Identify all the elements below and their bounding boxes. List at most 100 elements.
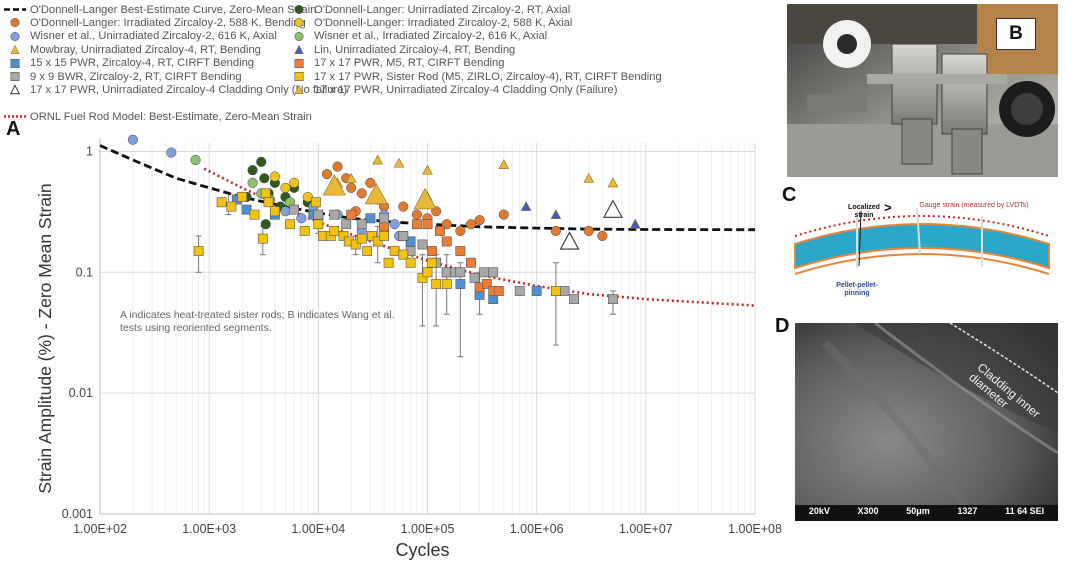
legend-label: Wisner et al., Irradiated Zircaloy-2, 61… — [314, 30, 548, 43]
data-point — [313, 219, 324, 230]
legend-item: Lin, Unirradiated Zircaloy-4, RT, Bendin… — [288, 43, 515, 56]
data-point — [597, 230, 608, 241]
data-point — [441, 267, 452, 278]
data-point — [498, 159, 510, 169]
data-point — [338, 231, 349, 241]
data-point — [332, 161, 343, 172]
data-point — [367, 231, 377, 241]
sem-micrograph-art — [795, 323, 1058, 521]
data-point — [313, 209, 324, 220]
sem-voltage: 20kV — [808, 506, 830, 516]
data-point — [474, 215, 485, 226]
legend-marker-icon — [4, 70, 26, 83]
data-point — [329, 209, 340, 220]
data-point — [289, 204, 300, 215]
data-point — [345, 172, 357, 183]
data-point — [559, 286, 570, 296]
x-tick-label: 1.00E+05 — [401, 522, 455, 536]
x-tick-label: 1.00E+04 — [291, 522, 345, 536]
legend-marker-icon — [288, 16, 310, 29]
data-point — [269, 206, 280, 217]
data-point — [455, 225, 466, 236]
plot-area — [99, 138, 756, 515]
legend-item: O'Donnell-Langer: Irradiated Zircaloy-2,… — [4, 16, 306, 29]
data-point — [629, 218, 641, 229]
data-point — [455, 246, 466, 256]
data-point — [285, 219, 295, 230]
data-point — [583, 225, 594, 236]
legend-label: ORNL Fuel Rod Model: Best-Estimate, Zero… — [30, 110, 312, 123]
data-point — [488, 267, 499, 278]
data-point — [362, 246, 373, 256]
series-9 — [289, 204, 618, 305]
legend-item: 17 x 17 PWR, M5, RT, CIRFT Bending — [288, 57, 504, 70]
legend-label: O'Donnell-Langer: Unirradiated Zircaloy-… — [314, 3, 571, 16]
x-axis-label: Cycles — [395, 540, 449, 560]
data-point — [216, 197, 227, 208]
data-point — [569, 294, 579, 305]
data-point — [422, 164, 433, 175]
data-point — [608, 294, 618, 305]
data-point — [559, 231, 580, 250]
data-point — [514, 286, 525, 296]
data-point — [257, 233, 268, 244]
data-point — [299, 226, 310, 236]
data-point — [427, 246, 437, 256]
localized-strain-label: Localized strain — [848, 204, 880, 219]
test-rig-photo: B — [787, 4, 1058, 177]
data-point — [259, 173, 270, 184]
data-point — [393, 157, 405, 168]
data-point — [398, 249, 409, 260]
data-point — [269, 171, 280, 182]
data-point — [417, 239, 428, 250]
data-point — [321, 169, 333, 180]
data-point — [435, 226, 445, 236]
data-point — [405, 257, 416, 268]
data-point — [356, 188, 367, 199]
legend-item: Mowbray, Unirradiated Zircaloy-4, RT, Be… — [4, 43, 261, 56]
data-point — [469, 272, 480, 283]
legend-item: Wisner et al., Irradiated Zircaloy-2, 61… — [288, 30, 547, 43]
data-point — [466, 257, 476, 268]
data-point — [498, 209, 509, 220]
sem-id: 1327 — [957, 506, 978, 516]
x-tick-label: 1.00E+02 — [73, 522, 127, 536]
data-point — [379, 231, 389, 241]
legend-label: Mowbray, Unirradiated Zircaloy-4, RT, Be… — [30, 43, 261, 56]
legend-label: Lin, Unirradiated Zircaloy-4, RT, Bendin… — [314, 43, 516, 56]
legend-label: Wisner et al., Unirradiated Zircaloy-2, … — [30, 30, 277, 43]
data-point — [322, 174, 346, 196]
y-tick-label: 0.01 — [69, 386, 93, 400]
data-point — [256, 156, 267, 167]
data-point — [329, 226, 340, 236]
data-point — [479, 267, 490, 278]
data-point — [365, 177, 376, 188]
legend-marker-icon — [288, 3, 310, 16]
panel-label-c: C — [782, 184, 797, 206]
legend-marker-icon — [288, 57, 310, 70]
legend-item: O'Donnell-Langer: Irradiated Zircaloy-2,… — [288, 16, 572, 29]
data-point — [350, 239, 361, 250]
legend-marker-icon — [288, 30, 310, 43]
data-point — [422, 267, 433, 278]
legend: O'Donnell-Langer Best-Estimate Curve, Ze… — [0, 0, 780, 123]
series-2 — [269, 171, 313, 203]
legend-marker-icon — [288, 83, 310, 96]
annotation-line-2: tests using reoriented segments. — [120, 322, 272, 334]
data-point — [481, 279, 492, 289]
series-6 — [520, 201, 641, 229]
legend-item: 17 x 17 PWR, Sister Rod (M5, ZIRLO, Zirc… — [288, 70, 662, 83]
data-point — [405, 236, 416, 247]
data-point — [550, 286, 561, 296]
legend-marker-icon — [4, 30, 26, 43]
data-point — [422, 219, 433, 230]
data-point — [237, 192, 247, 202]
data-point — [263, 197, 274, 208]
data-point — [411, 209, 422, 220]
sem-micrograph: Cladding inner diameter 20kV X300 50μm 1… — [795, 323, 1058, 521]
pellet-pinning-label: Pellet-pellet-pinning — [836, 282, 878, 297]
data-point — [603, 199, 623, 218]
data-point — [372, 236, 383, 247]
legend-label: O'Donnell-Langer: Irradiated Zircaloy-2,… — [314, 16, 573, 29]
